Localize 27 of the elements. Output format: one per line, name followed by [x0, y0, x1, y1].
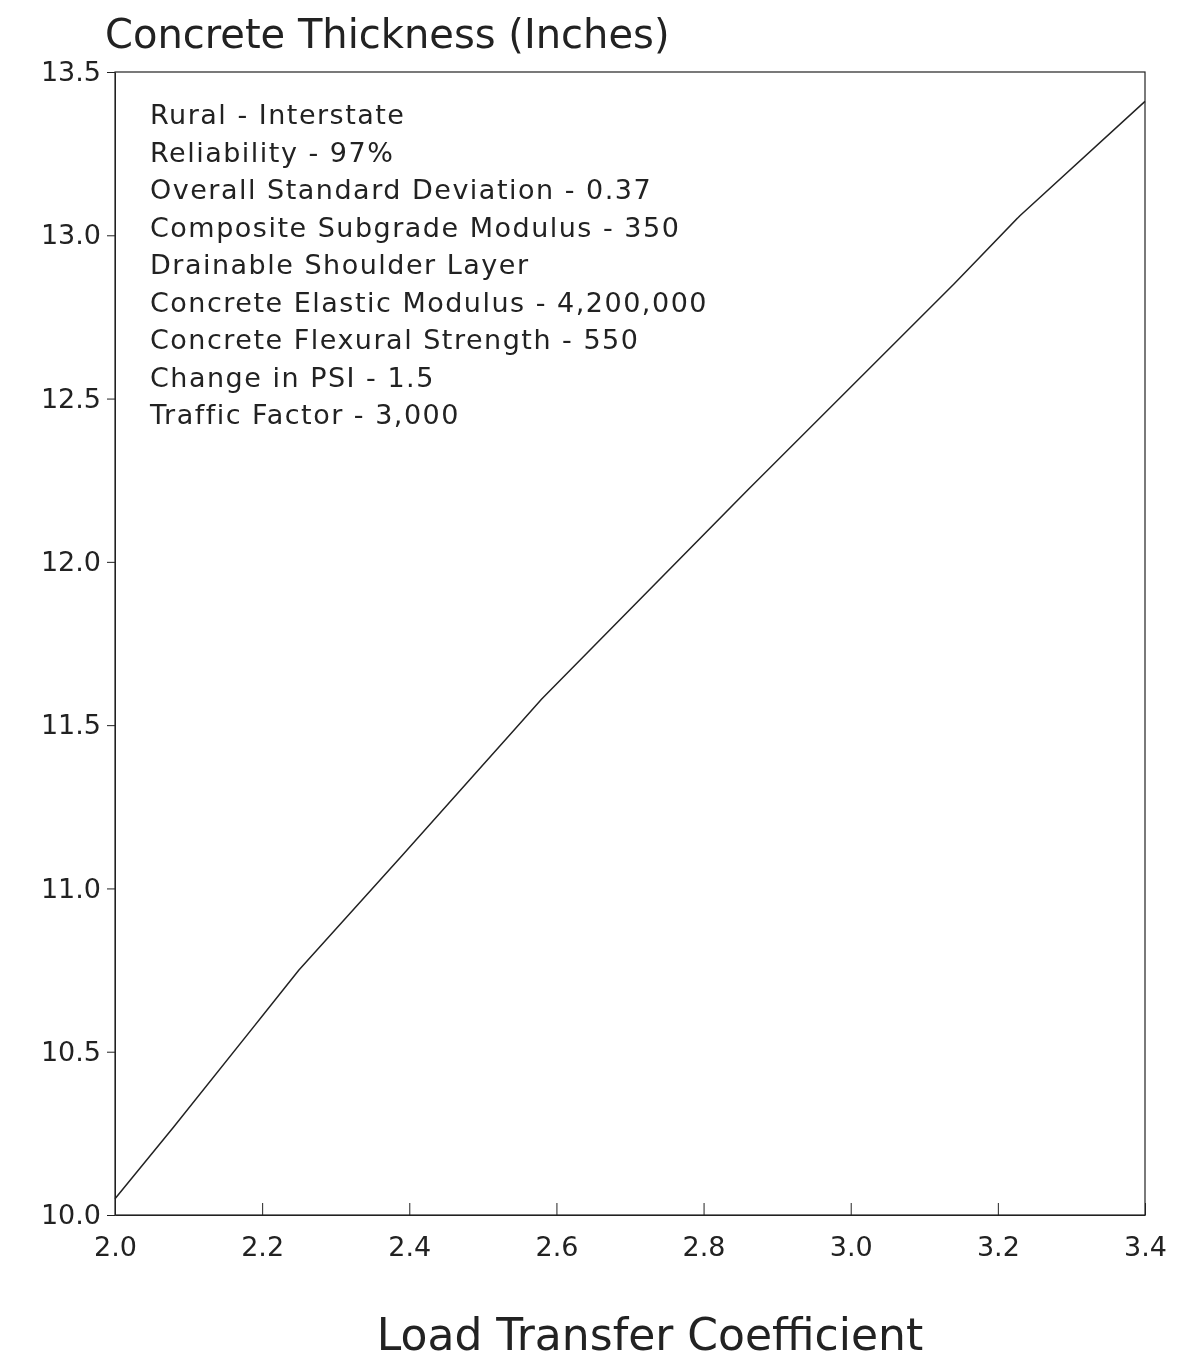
y-tick-label: 13.0: [40, 219, 101, 251]
annotation: Concrete Elastic Modulus - 4,200,000: [150, 286, 708, 318]
x-tick-label: 2.6: [535, 1231, 579, 1263]
y-tick-label: 10.0: [40, 1199, 101, 1231]
x-tick-label: 2.0: [94, 1231, 137, 1263]
y-tick-label: 12.0: [40, 546, 101, 577]
y-tick-label: 10.5: [40, 1035, 101, 1067]
annotation: Change in PSI - 1.5: [150, 361, 435, 393]
annotation: Traffic Factor - 3,000: [149, 399, 460, 430]
x-tick-label: 2.4: [388, 1231, 432, 1263]
annotation: Overall Standard Deviation - 0.37: [150, 174, 653, 205]
y-axis-title: Concrete Thickness (Inches): [105, 11, 670, 57]
x-tick-label: 3.4: [1124, 1231, 1167, 1263]
annotation: Composite Subgrade Modulus - 350: [150, 211, 681, 243]
x-tick-label: 2.8: [682, 1231, 726, 1263]
y-tick-label: 11.0: [40, 872, 101, 904]
annotation: Reliability - 97%: [150, 136, 395, 168]
x-tick-label: 3.0: [829, 1231, 873, 1263]
annotation: Concrete Flexural Strength - 550: [150, 324, 640, 355]
annotation: Drainable Shoulder Layer: [150, 249, 530, 280]
y-tick-label: 11.5: [40, 709, 101, 741]
y-tick-label: 12.5: [40, 382, 101, 414]
annotation: Rural - Interstate: [150, 99, 406, 130]
x-tick-label: 2.2: [241, 1231, 285, 1263]
y-tick-label: 13.5: [40, 56, 101, 88]
x-axis-title: Load Transfer Coefficient: [376, 1309, 924, 1360]
x-tick-label: 3.2: [976, 1231, 1020, 1263]
